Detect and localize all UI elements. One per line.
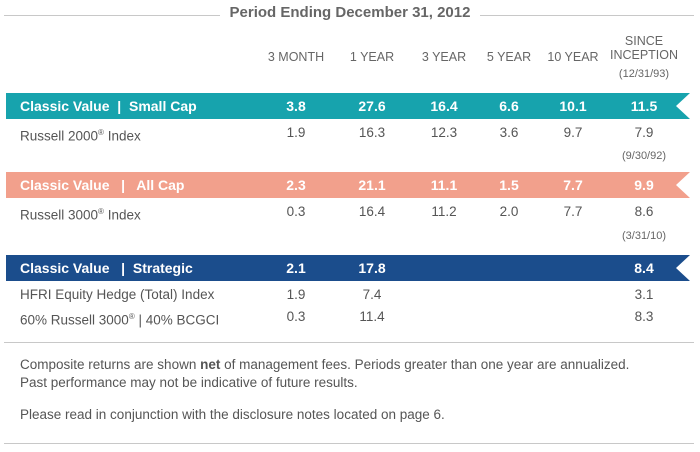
fund-value: 11.1 xyxy=(430,177,458,193)
fund-bar-small-cap: Classic Value | Small Cap 3.8 27.6 16.4 … xyxy=(6,93,690,119)
column-header: 3 YEAR xyxy=(421,50,467,64)
benchmark-value: 12.3 xyxy=(430,125,458,140)
benchmark-row: Russell 2000® Index 1.9 16.3 12.3 3.6 9.… xyxy=(0,122,700,144)
fund-value: 9.9 xyxy=(634,177,654,193)
fund-name: Classic Value | Small Cap xyxy=(20,98,197,114)
inception-date: (9/30/92) xyxy=(621,150,667,162)
bottom-rule xyxy=(4,443,694,444)
fund-name: Classic Value | All Cap xyxy=(20,177,185,193)
benchmark-name-text: Russell 3000 xyxy=(20,207,99,223)
benchmark-value: 3.1 xyxy=(634,287,654,302)
benchmark-row: HFRI Equity Hedge (Total) Index 1.9 7.4 … xyxy=(0,284,700,306)
fund-value: 6.6 xyxy=(499,98,519,114)
footnote-returns: Composite returns are shown net of manag… xyxy=(20,356,690,392)
bar-shape xyxy=(6,93,690,119)
benchmark-value: 11.4 xyxy=(359,309,385,324)
fund-bar-all-cap: Classic Value | All Cap 2.3 21.1 11.1 1.… xyxy=(6,172,690,198)
footnote-past-performance: Past performance may not be indicative o… xyxy=(20,375,358,390)
fund-value: 2.1 xyxy=(286,260,306,276)
fund-value: 11.5 xyxy=(630,98,658,114)
bar-shape xyxy=(6,172,690,198)
benchmark-row: Russell 3000® Index 0.3 16.4 11.2 2.0 7.… xyxy=(0,201,700,223)
benchmark-name: Russell 3000® Index xyxy=(20,201,141,227)
benchmark-value: 3.6 xyxy=(499,125,519,140)
fund-value: 10.1 xyxy=(559,98,587,114)
footnote-net: net xyxy=(200,357,221,372)
benchmark-name-text: 60% Russell 3000 xyxy=(20,312,129,328)
footnote-text: Composite returns are shown xyxy=(20,357,201,372)
fund-bar-strategic: Classic Value | Strategic 2.1 17.8 8.4 xyxy=(6,255,690,281)
since-inception-header: SINCE INCEPTION xyxy=(604,34,684,62)
benchmark-value: 7.9 xyxy=(634,125,654,140)
benchmark-name-text: Russell 2000 xyxy=(20,128,99,144)
benchmark-value: 7.4 xyxy=(362,287,382,302)
benchmark-value: 11.2 xyxy=(431,204,457,219)
fund-value: 3.8 xyxy=(286,98,306,114)
benchmark-value: 0.3 xyxy=(286,309,306,324)
fund-value: 21.1 xyxy=(358,177,386,193)
registered-mark: ® xyxy=(98,128,104,137)
page-title: Period Ending December 31, 2012 xyxy=(219,4,481,21)
divider-rule xyxy=(4,342,694,343)
column-header: 3 MONTH xyxy=(267,50,325,64)
footnote-text: of management fees. Periods greater than… xyxy=(220,357,630,372)
title-wrap: Period Ending December 31, 2012 xyxy=(0,4,700,22)
benchmark-name-suffix: | 40% BCGCI xyxy=(134,312,220,328)
benchmark-row: 60% Russell 3000® | 40% BCGCI 0.3 11.4 8… xyxy=(0,306,700,328)
benchmark-name-suffix: Index xyxy=(103,207,141,223)
benchmark-name-suffix: Index xyxy=(103,128,141,144)
benchmark-name: 60% Russell 3000® | 40% BCGCI xyxy=(20,306,219,332)
benchmark-value: 2.0 xyxy=(499,204,519,219)
benchmark-value: 0.3 xyxy=(286,204,306,219)
inception-date: (3/31/10) xyxy=(621,230,667,242)
registered-mark: ® xyxy=(98,207,104,216)
since-inception-line1: SINCE xyxy=(624,34,664,48)
since-inception-line2: INCEPTION xyxy=(609,48,679,62)
bar-shape xyxy=(6,255,690,281)
fund-value: 8.4 xyxy=(634,260,654,276)
benchmark-value: 1.9 xyxy=(286,125,306,140)
benchmark-value: 16.4 xyxy=(358,204,386,219)
benchmark-value: 7.7 xyxy=(563,204,583,219)
benchmark-name: Russell 2000® Index xyxy=(20,122,141,148)
column-header: 5 YEAR xyxy=(486,50,532,64)
column-header: 1 YEAR xyxy=(349,50,395,64)
footnote-disclosure: Please read in conjunction with the disc… xyxy=(20,407,445,422)
benchmark-value: 8.6 xyxy=(634,204,654,219)
fund-value: 7.7 xyxy=(563,177,583,193)
fund-name: Classic Value | Strategic xyxy=(20,260,193,276)
benchmark-value: 9.7 xyxy=(563,125,583,140)
benchmark-name-text: HFRI Equity Hedge (Total) Index xyxy=(20,287,215,302)
benchmark-name: HFRI Equity Hedge (Total) Index xyxy=(20,284,214,306)
fund-value: 2.3 xyxy=(286,177,306,193)
fund-value: 1.5 xyxy=(499,177,519,193)
inception-date: (12/31/93) xyxy=(618,68,670,80)
column-header: 10 YEAR xyxy=(547,50,599,64)
fund-value: 17.8 xyxy=(358,260,386,276)
benchmark-value: 8.3 xyxy=(634,309,654,324)
benchmark-value: 1.9 xyxy=(286,287,306,302)
benchmark-value: 16.3 xyxy=(358,125,386,140)
registered-mark: ® xyxy=(128,312,135,321)
fund-value: 27.6 xyxy=(358,98,386,114)
fund-value: 16.4 xyxy=(430,98,458,114)
